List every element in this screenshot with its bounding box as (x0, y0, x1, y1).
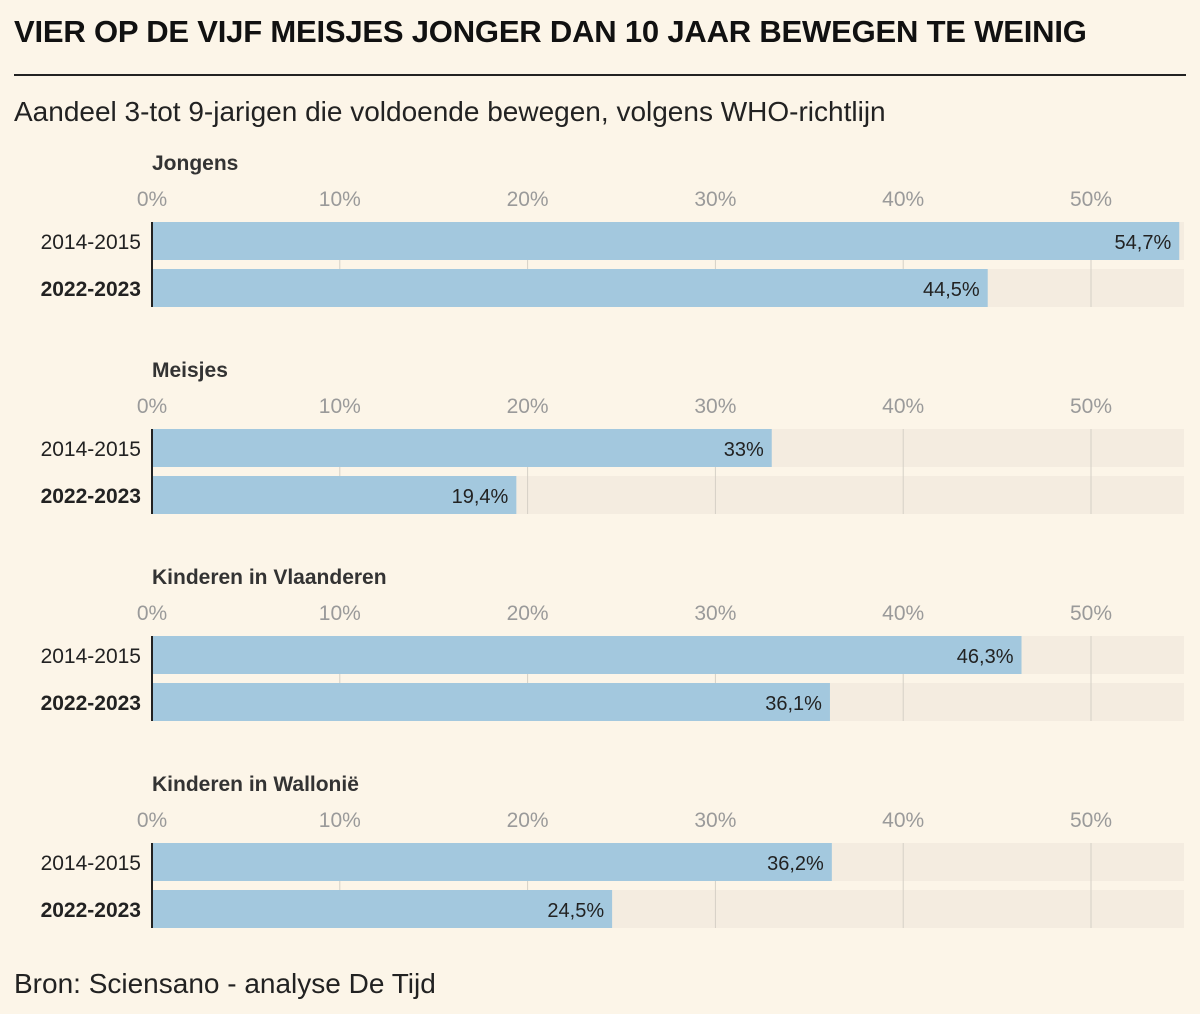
value-label: 36,2% (767, 853, 824, 875)
category-label: 2014-2015 (41, 438, 141, 461)
bar (152, 683, 830, 721)
x-tick-label: 0% (137, 809, 167, 832)
x-tick-label: 10% (319, 809, 361, 832)
value-label: 54,7% (1115, 232, 1172, 254)
x-tick-label: 0% (137, 395, 167, 418)
x-tick-label: 20% (507, 395, 549, 418)
x-tick-label: 20% (507, 809, 549, 832)
x-tick-label: 0% (137, 602, 167, 625)
x-tick-label: 10% (319, 602, 361, 625)
value-label: 46,3% (957, 646, 1014, 668)
value-label: 44,5% (923, 279, 980, 301)
bar (152, 890, 613, 928)
x-tick-label: 30% (694, 395, 736, 418)
x-tick-label: 50% (1070, 809, 1112, 832)
panel-title: Meisjes (152, 359, 228, 382)
category-label: 2022-2023 (41, 899, 141, 922)
x-tick-label: 10% (319, 188, 361, 211)
x-tick-label: 30% (694, 809, 736, 832)
x-tick-label: 50% (1070, 602, 1112, 625)
bar (152, 429, 772, 467)
chart-subtitle: Aandeel 3-tot 9-jarigen die voldoende be… (14, 96, 886, 127)
x-tick-label: 40% (882, 809, 924, 832)
category-label: 2014-2015 (41, 645, 141, 668)
x-tick-label: 0% (137, 188, 167, 211)
value-label: 24,5% (547, 900, 604, 922)
bar (152, 222, 1180, 260)
category-label: 2022-2023 (41, 692, 141, 715)
x-tick-label: 20% (507, 188, 549, 211)
value-label: 33% (724, 439, 764, 461)
bar (152, 476, 517, 514)
x-tick-label: 50% (1070, 188, 1112, 211)
bar (152, 843, 832, 881)
chart-title: VIER OP DE VIJF MEISJES JONGER DAN 10 JA… (14, 14, 1087, 49)
value-label: 36,1% (765, 693, 822, 715)
category-label: 2014-2015 (41, 231, 141, 254)
panel-title: Jongens (152, 152, 238, 175)
x-tick-label: 40% (882, 602, 924, 625)
category-label: 2022-2023 (41, 485, 141, 508)
x-tick-label: 10% (319, 395, 361, 418)
x-tick-label: 50% (1070, 395, 1112, 418)
panel-title: Kinderen in Wallonië (152, 773, 359, 796)
source-note: Bron: Sciensano - analyse De Tijd (14, 968, 436, 999)
x-tick-label: 30% (694, 188, 736, 211)
panel-title: Kinderen in Vlaanderen (152, 566, 387, 589)
x-tick-label: 40% (882, 188, 924, 211)
x-tick-label: 40% (882, 395, 924, 418)
bar (152, 269, 988, 307)
x-tick-label: 20% (507, 602, 549, 625)
bar (152, 636, 1022, 674)
x-tick-label: 30% (694, 602, 736, 625)
value-label: 19,4% (452, 486, 509, 508)
category-label: 2014-2015 (41, 852, 141, 875)
category-label: 2022-2023 (41, 278, 141, 301)
title-divider (14, 74, 1186, 76)
